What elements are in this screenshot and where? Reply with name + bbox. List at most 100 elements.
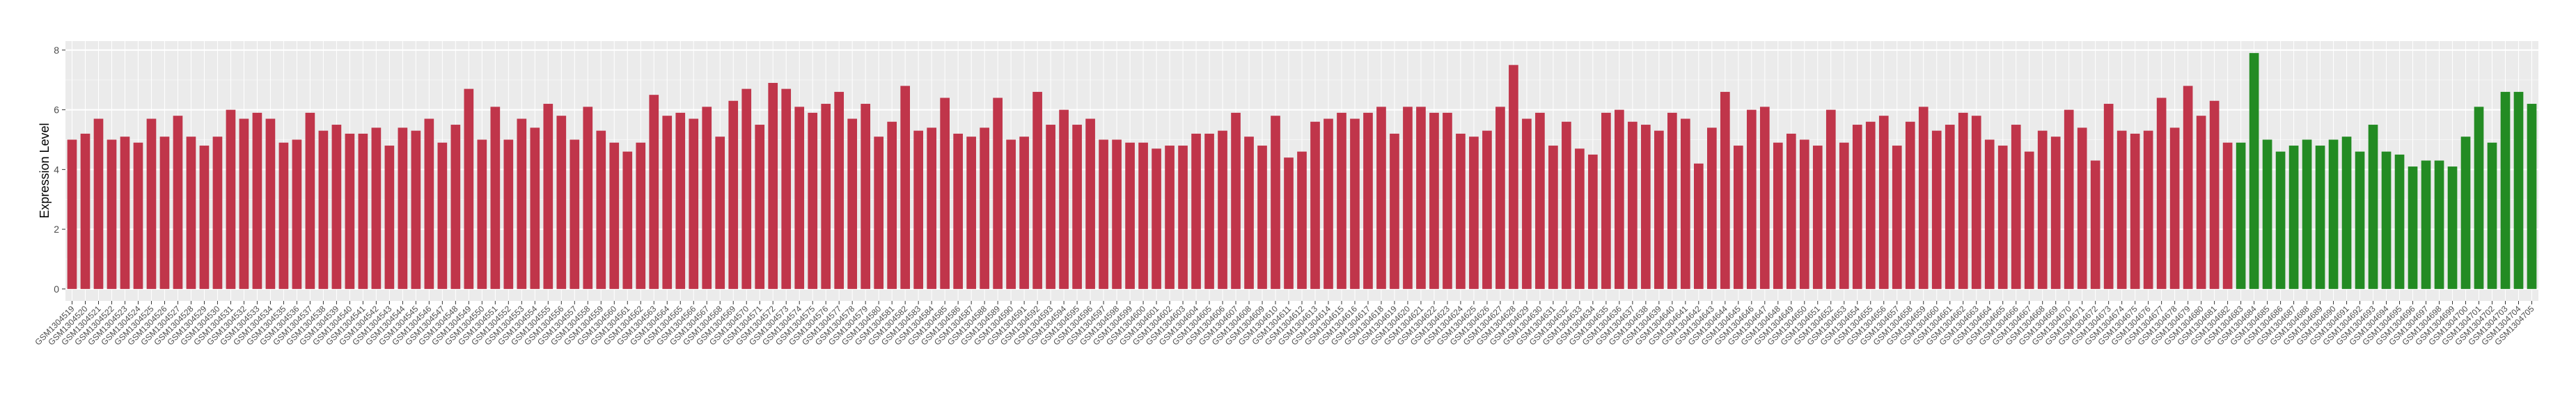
bar: [887, 121, 897, 289]
bar: [1218, 130, 1227, 289]
bar: [107, 139, 117, 289]
bar: [239, 118, 249, 289]
bar: [1878, 116, 1889, 289]
bar: [1059, 109, 1069, 289]
y-tick-label: 0: [54, 283, 59, 295]
bar: [1443, 112, 1452, 289]
bar: [1495, 107, 1505, 289]
bar: [953, 133, 963, 289]
bar: [398, 127, 408, 289]
bar: [1337, 112, 1346, 289]
bar: [2275, 151, 2286, 289]
bar: [1310, 121, 1320, 289]
bar: [1694, 163, 1704, 289]
bar: [252, 112, 262, 289]
bar: [1271, 116, 1280, 289]
bar: [1204, 133, 1214, 289]
bar: [1469, 137, 1479, 289]
bar: [159, 137, 170, 289]
bar: [93, 118, 104, 289]
bar: [2408, 166, 2418, 289]
bar: [424, 118, 434, 289]
bar: [1773, 142, 1783, 289]
bar: [1628, 121, 1638, 289]
bar: [2183, 86, 2193, 289]
bar: [1509, 65, 1518, 289]
bar: [966, 137, 976, 289]
bar: [1231, 112, 1241, 289]
bar: [1601, 112, 1611, 289]
bar: [2024, 151, 2034, 289]
bar: [675, 112, 686, 289]
bar: [1641, 125, 1651, 289]
bar: [1416, 107, 1426, 289]
bar: [450, 125, 461, 289]
bar: [1562, 121, 1571, 289]
y-axis-label: Expression Level: [38, 123, 52, 218]
bar: [80, 133, 91, 289]
bar: [331, 125, 342, 289]
y-tick-label: 4: [54, 164, 59, 175]
bar: [1799, 139, 1809, 289]
bar: [2394, 154, 2405, 289]
bar: [543, 104, 553, 289]
bar: [265, 118, 276, 289]
bar: [1324, 118, 1333, 289]
bar: [1746, 109, 1757, 289]
bar: [67, 139, 77, 289]
bar: [1191, 133, 1201, 289]
bar: [2130, 133, 2140, 289]
bar: [781, 88, 792, 289]
bar: [1032, 91, 1042, 289]
y-tick-label: 8: [54, 45, 59, 56]
bar: [1390, 133, 1399, 289]
bar: [1958, 112, 1968, 289]
bar: [2500, 91, 2511, 289]
bar: [1456, 133, 1466, 289]
bar: [2209, 100, 2220, 289]
y-tick-label: 6: [54, 104, 59, 116]
bar: [2050, 137, 2061, 289]
bar: [913, 130, 923, 289]
bar: [186, 137, 196, 289]
bar: [1165, 146, 1175, 289]
bar: [2236, 142, 2246, 289]
bar: [1892, 146, 1902, 289]
bar: [2447, 166, 2458, 289]
bar: [1138, 142, 1148, 289]
bar: [980, 127, 989, 289]
bar: [517, 118, 527, 289]
bar: [1931, 130, 1942, 289]
bar: [1046, 125, 1055, 289]
bar: [2328, 139, 2339, 289]
bar: [411, 130, 421, 289]
bar: [1535, 112, 1545, 289]
bar: [1984, 139, 1995, 289]
bar: [226, 109, 236, 289]
bar: [940, 98, 950, 289]
bar: [927, 127, 936, 289]
bar: [2381, 151, 2392, 289]
bar: [2474, 107, 2484, 289]
bar: [2011, 125, 2021, 289]
bar: [2249, 53, 2259, 289]
bar: [2262, 139, 2272, 289]
bar: [477, 139, 487, 289]
bar: [2288, 146, 2299, 289]
bar: [464, 88, 474, 289]
bar: [278, 142, 289, 289]
bar: [1350, 118, 1360, 289]
bar: [1971, 116, 1981, 289]
bar: [2513, 91, 2524, 289]
bar: [1575, 148, 1585, 289]
bar: [371, 127, 382, 289]
bar: [689, 118, 699, 289]
bar: [1152, 148, 1161, 289]
bar: [2421, 160, 2431, 289]
bar: [2368, 125, 2378, 289]
bar: [1085, 118, 1095, 289]
bar: [2355, 151, 2365, 289]
bar: [768, 83, 778, 289]
bar: [1072, 125, 1082, 289]
bar: [1178, 146, 1188, 289]
